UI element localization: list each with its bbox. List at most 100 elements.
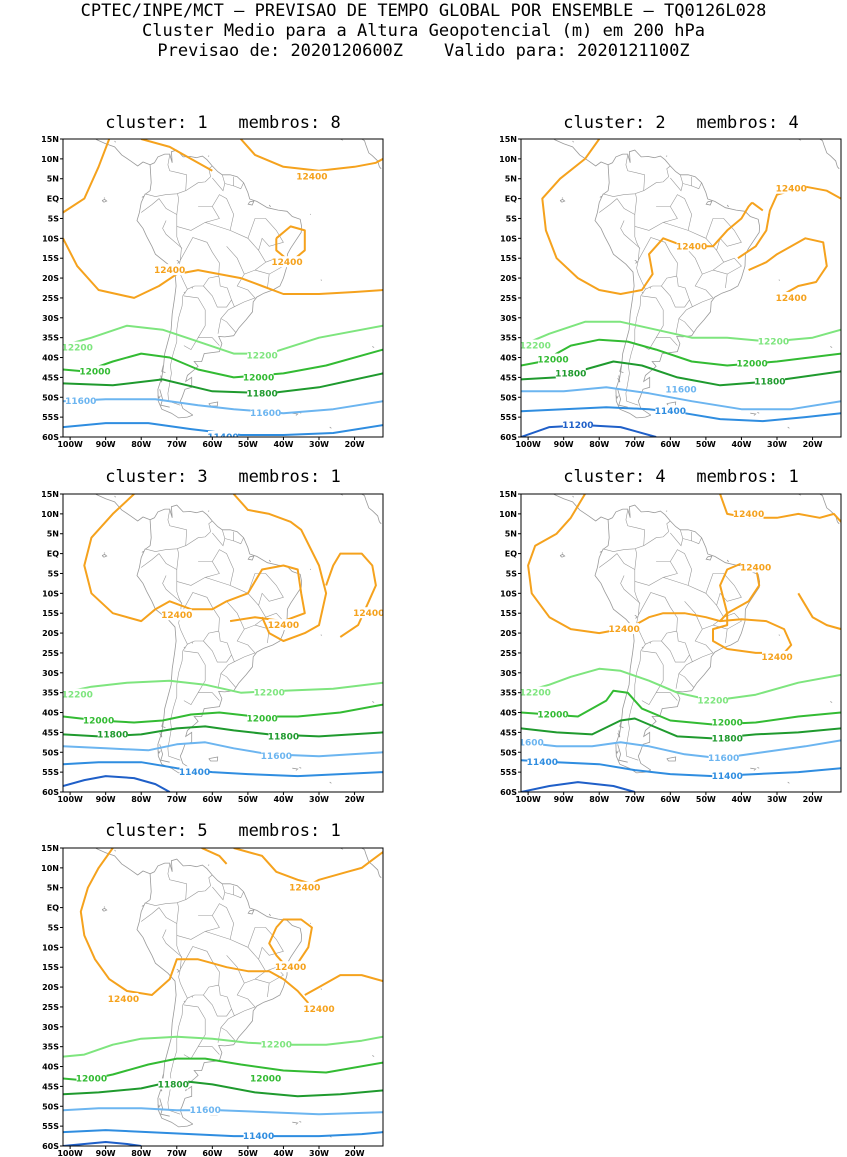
coastline bbox=[337, 844, 339, 845]
contour-label-bg bbox=[243, 1130, 274, 1142]
panel-2-title: cluster: 2 membros: 4 bbox=[563, 113, 799, 133]
y-tick-label: 15S bbox=[500, 254, 517, 263]
contour-label-12000: 12000 bbox=[83, 716, 114, 726]
contour-label-bg bbox=[538, 353, 568, 365]
country-border bbox=[212, 174, 226, 192]
contour-label-12200: 12200 bbox=[254, 689, 285, 699]
country-border bbox=[267, 274, 270, 289]
contour-label-bg bbox=[304, 1002, 334, 1014]
contour-label-bg bbox=[261, 1038, 292, 1050]
contour-label-bg bbox=[708, 752, 739, 764]
x-tick-label: 90W bbox=[554, 440, 574, 449]
country-border bbox=[212, 194, 235, 231]
x-tick-label: 80W bbox=[589, 440, 609, 449]
country-border bbox=[625, 623, 646, 761]
contour-label-11800: 11800 bbox=[712, 734, 743, 744]
coastline bbox=[830, 346, 833, 348]
x-tick-label: 40W bbox=[273, 1149, 293, 1157]
country-border bbox=[641, 650, 664, 706]
y-tick-label: 5N bbox=[47, 175, 59, 184]
country-border bbox=[691, 182, 702, 190]
country-border bbox=[234, 273, 256, 307]
country-border bbox=[233, 182, 244, 190]
contour-11600 bbox=[521, 739, 841, 760]
coastline bbox=[207, 864, 210, 866]
contour-label-bg bbox=[208, 431, 238, 437]
country-border bbox=[183, 295, 206, 351]
y-tick-label: 40S bbox=[42, 354, 59, 363]
header-line-3: Previsao de: 2020120600Z Valido para: 20… bbox=[157, 41, 690, 61]
country-border bbox=[144, 154, 188, 197]
y-tick-label: 15S bbox=[42, 609, 59, 618]
x-tick-label: 100W bbox=[515, 440, 541, 449]
contour-label-bg bbox=[268, 730, 299, 742]
contour-label-11400: 11400 bbox=[243, 1132, 274, 1142]
contour-label-bg bbox=[655, 405, 686, 417]
contour-label-12400: 12400 bbox=[353, 609, 384, 619]
country-border bbox=[180, 237, 220, 290]
country-border bbox=[233, 891, 244, 899]
coastline bbox=[757, 412, 760, 414]
contour-label-bg bbox=[737, 357, 768, 369]
contour-label-bg bbox=[538, 708, 568, 720]
y-tick-label: 25S bbox=[500, 294, 517, 303]
country-border bbox=[144, 509, 188, 552]
x-tick-label: 70W bbox=[167, 795, 187, 804]
contour-11200 bbox=[521, 781, 636, 792]
country-border bbox=[691, 537, 702, 545]
y-tick-label: 50S bbox=[42, 1102, 59, 1111]
contour-12000 bbox=[63, 1057, 383, 1082]
x-tick-label: 70W bbox=[625, 795, 645, 804]
coastline bbox=[337, 490, 339, 491]
y-tick-label: 10S bbox=[500, 589, 517, 598]
contour-label-12000: 12000 bbox=[250, 1074, 281, 1084]
y-tick-label: 55S bbox=[42, 1122, 59, 1131]
contour-11600 bbox=[63, 1107, 383, 1116]
country-border bbox=[212, 529, 226, 547]
contour-11200 bbox=[63, 1141, 142, 1146]
coastline bbox=[101, 907, 108, 912]
coastline bbox=[819, 139, 840, 170]
coastline bbox=[141, 195, 144, 198]
country-border bbox=[217, 673, 222, 689]
x-tick-label: 30W bbox=[309, 795, 329, 804]
coastline bbox=[552, 494, 609, 522]
contour-label-11400: 11400 bbox=[207, 433, 238, 443]
panel-4-map: 12400 12400 12400 12400 12200 12200 12000 12000… bbox=[499, 490, 842, 804]
y-tick-label: 30S bbox=[500, 314, 517, 323]
y-tick-label: 15N bbox=[41, 135, 59, 144]
contour-11800 bbox=[63, 372, 383, 395]
y-tick-label: 35S bbox=[42, 334, 59, 343]
coastline bbox=[617, 389, 628, 408]
coastline bbox=[830, 701, 833, 703]
country-border bbox=[663, 222, 725, 275]
y-tick-label: 10N bbox=[41, 510, 59, 519]
contour-12400 bbox=[748, 237, 828, 295]
y-tick-label: 5S bbox=[506, 569, 518, 578]
contour-label-12400: 12400 bbox=[161, 611, 192, 621]
y-tick-label: 5S bbox=[48, 214, 60, 223]
coastline bbox=[619, 365, 624, 373]
coastline bbox=[726, 559, 729, 563]
x-tick-label: 90W bbox=[554, 795, 574, 804]
country-border bbox=[212, 549, 235, 586]
country-border bbox=[224, 531, 234, 542]
contour-12400 bbox=[797, 592, 841, 631]
coastline bbox=[757, 767, 760, 769]
contour-label-bg bbox=[666, 383, 696, 395]
coastline bbox=[344, 489, 345, 490]
coastline bbox=[157, 750, 161, 755]
x-tick-label: 30W bbox=[309, 1149, 329, 1157]
y-tick-label: 55S bbox=[500, 413, 517, 422]
x-tick-label: 60W bbox=[202, 440, 222, 449]
country-border bbox=[203, 276, 232, 308]
coastline bbox=[559, 553, 566, 558]
coastline bbox=[159, 1098, 170, 1117]
country-border bbox=[198, 337, 220, 346]
coastline bbox=[802, 134, 803, 135]
y-tick-label: 10S bbox=[500, 234, 517, 243]
y-tick-label: 10S bbox=[42, 234, 59, 243]
contour-label-bg bbox=[83, 714, 114, 726]
country-border bbox=[620, 575, 641, 604]
coastline bbox=[207, 155, 210, 157]
